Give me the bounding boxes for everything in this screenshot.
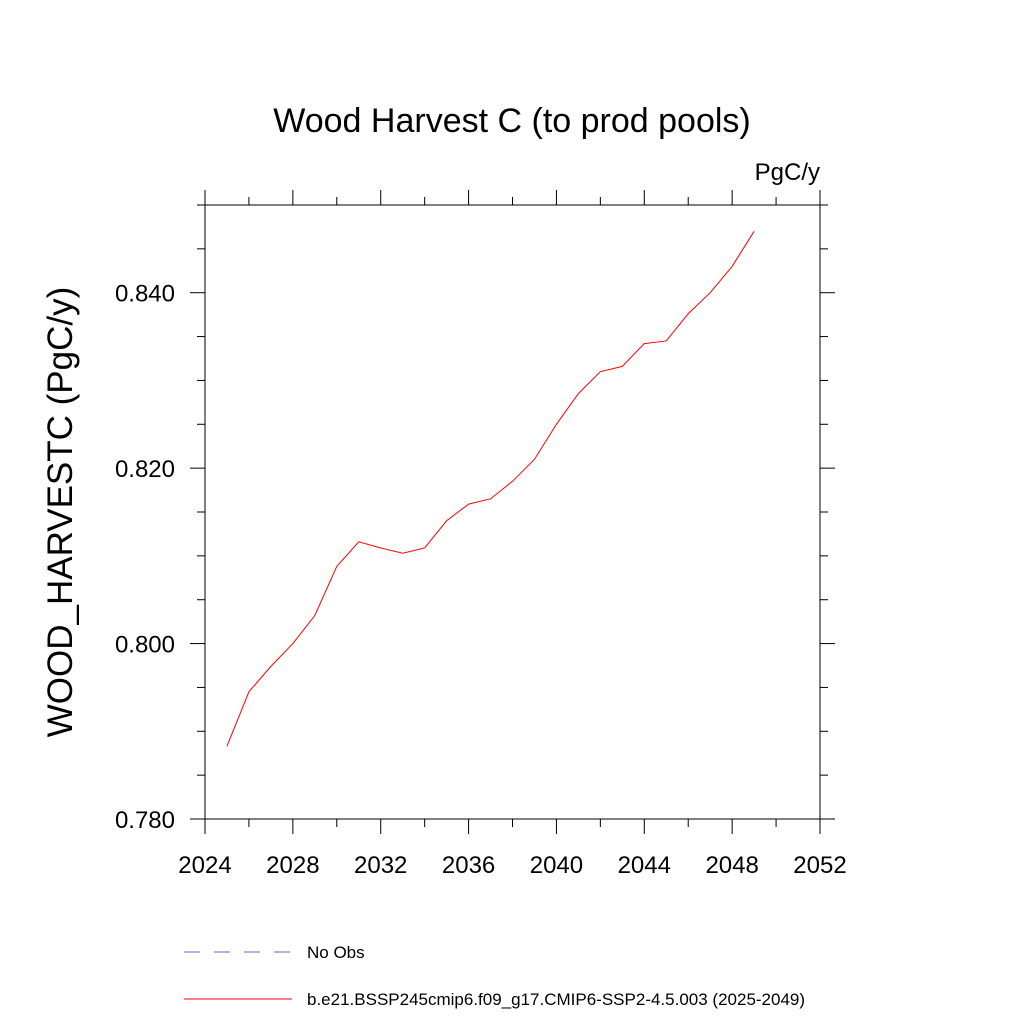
major-ticks (190, 190, 835, 834)
x-tick-label: 2032 (354, 852, 407, 879)
series-layer (226, 231, 755, 747)
x-tick-label: 2048 (705, 852, 758, 879)
legend-item: No Obs (184, 943, 365, 962)
legend: No Obs b.e21.BSSP245cmip6.f09_g17.CMIP6-S… (184, 943, 805, 1009)
x-tick-label: 2040 (530, 852, 583, 879)
y-tick-label: 0.780 (115, 807, 175, 834)
series-line (226, 231, 755, 747)
tick-labels: 0.780 0.800 0.820 0.840 2024 2028 2032 2036 2040… (115, 281, 847, 879)
y-tick-label: 0.800 (115, 632, 175, 659)
plot-frame (204, 204, 821, 820)
x-tick-label: 2044 (618, 852, 671, 879)
x-tick-label: 2052 (793, 852, 846, 879)
x-tick-label: 2036 (442, 852, 495, 879)
units-label: PgC/y (755, 159, 820, 186)
x-tick-label: 2024 (178, 852, 231, 879)
y-axis-label: WOOD_HARVESTC (PgC/y) (41, 287, 80, 738)
y-tick-label: 0.840 (115, 281, 175, 308)
legend-label: No Obs (307, 943, 365, 962)
legend-label: b.e21.BSSP245cmip6.f09_g17.CMIP6-SSP2-4.… (307, 990, 805, 1009)
y-tick-label: 0.820 (115, 456, 175, 483)
legend-item: b.e21.BSSP245cmip6.f09_g17.CMIP6-SSP2-4.… (184, 990, 805, 1009)
x-tick-label: 2028 (266, 852, 319, 879)
minor-ticks (197, 197, 828, 827)
chart-title: Wood Harvest C (to prod pools) (273, 102, 750, 140)
